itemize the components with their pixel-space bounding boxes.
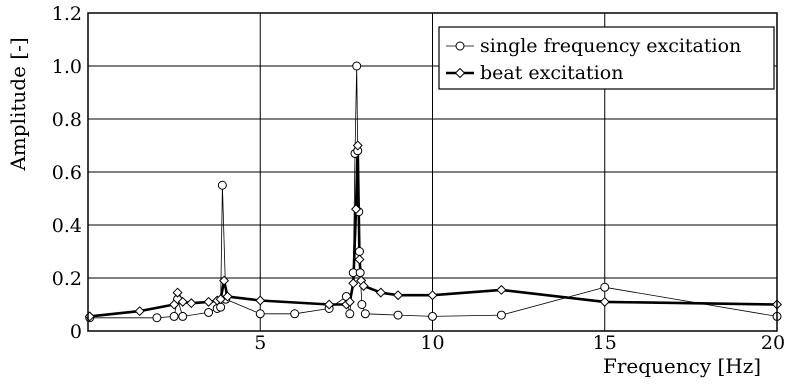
legend-label-beat: beat excitation bbox=[480, 62, 623, 84]
y-tick-label: 0.6 bbox=[52, 162, 82, 184]
data-point-diamond bbox=[358, 280, 369, 291]
data-point-diamond bbox=[203, 296, 214, 307]
data-point-circle bbox=[178, 311, 188, 321]
data-point-diamond bbox=[324, 299, 335, 310]
data-point-diamond bbox=[393, 290, 404, 301]
data-point-circle bbox=[355, 268, 365, 278]
data-point-diamond bbox=[496, 284, 507, 295]
data-point-circle bbox=[204, 307, 214, 317]
data-point-circle bbox=[600, 282, 610, 292]
series-line-1 bbox=[89, 144, 778, 318]
legend: single frequency excitation beat excitat… bbox=[438, 26, 775, 90]
legend-marker-diamond bbox=[454, 67, 466, 79]
data-point-circle bbox=[360, 309, 370, 319]
series-layer bbox=[84, 61, 783, 323]
data-point-circle bbox=[354, 247, 364, 256]
y-tick-label: 0.2 bbox=[52, 268, 82, 290]
data-point-diamond bbox=[215, 294, 226, 305]
legend-marker-circle bbox=[455, 41, 465, 51]
data-point-diamond bbox=[255, 295, 266, 306]
plot-frame bbox=[87, 12, 778, 332]
data-point-circle bbox=[393, 310, 403, 320]
data-point-diamond bbox=[186, 298, 197, 309]
series-line-0 bbox=[89, 65, 778, 319]
data-point-circle bbox=[352, 61, 362, 71]
data-point-diamond bbox=[427, 290, 438, 301]
data-point-circle bbox=[428, 311, 437, 321]
x-tick-label: 5 bbox=[254, 332, 266, 354]
legend-box bbox=[438, 26, 775, 90]
data-point-circle bbox=[255, 309, 265, 319]
data-point-diamond bbox=[169, 299, 180, 310]
data-point-circle bbox=[496, 310, 506, 320]
data-point-circle bbox=[152, 313, 162, 323]
data-point-diamond bbox=[222, 291, 233, 302]
legend-label-single-frequency: single frequency excitation bbox=[480, 35, 741, 57]
y-tick-label: 0.8 bbox=[52, 109, 82, 131]
x-tick-label: 15 bbox=[593, 332, 617, 354]
data-point-diamond bbox=[177, 296, 188, 307]
x-tick-label: 10 bbox=[420, 332, 444, 354]
y-tick-label: 0.4 bbox=[52, 215, 82, 237]
data-point-diamond bbox=[352, 140, 363, 151]
data-point-diamond bbox=[375, 287, 386, 298]
data-point-circle bbox=[217, 180, 227, 190]
data-point-diamond bbox=[348, 278, 359, 289]
data-point-diamond bbox=[134, 306, 145, 317]
x-axis-label: Frequency [Hz] bbox=[603, 354, 761, 378]
y-axis-label: Amplitude [-] bbox=[6, 37, 30, 171]
tick-labels: 5 10 15 20 0 0.2 0.4 0.6 0.8 1.0 1.2 bbox=[52, 3, 785, 354]
data-point-circle bbox=[169, 311, 179, 321]
data-point-diamond bbox=[219, 275, 230, 286]
data-point-diamond bbox=[599, 296, 610, 307]
data-point-diamond bbox=[351, 204, 362, 215]
y-tick-label: 0 bbox=[70, 321, 82, 343]
data-point-circle bbox=[357, 300, 367, 309]
data-point-diamond bbox=[354, 254, 365, 265]
data-point-circle bbox=[290, 309, 300, 319]
x-tick-label: 20 bbox=[761, 332, 785, 354]
data-point-diamond bbox=[172, 287, 183, 298]
data-point-diamond bbox=[344, 296, 355, 307]
y-tick-label: 1.0 bbox=[52, 56, 82, 78]
y-tick-label: 1.2 bbox=[52, 3, 82, 25]
data-point-circle bbox=[345, 309, 355, 319]
